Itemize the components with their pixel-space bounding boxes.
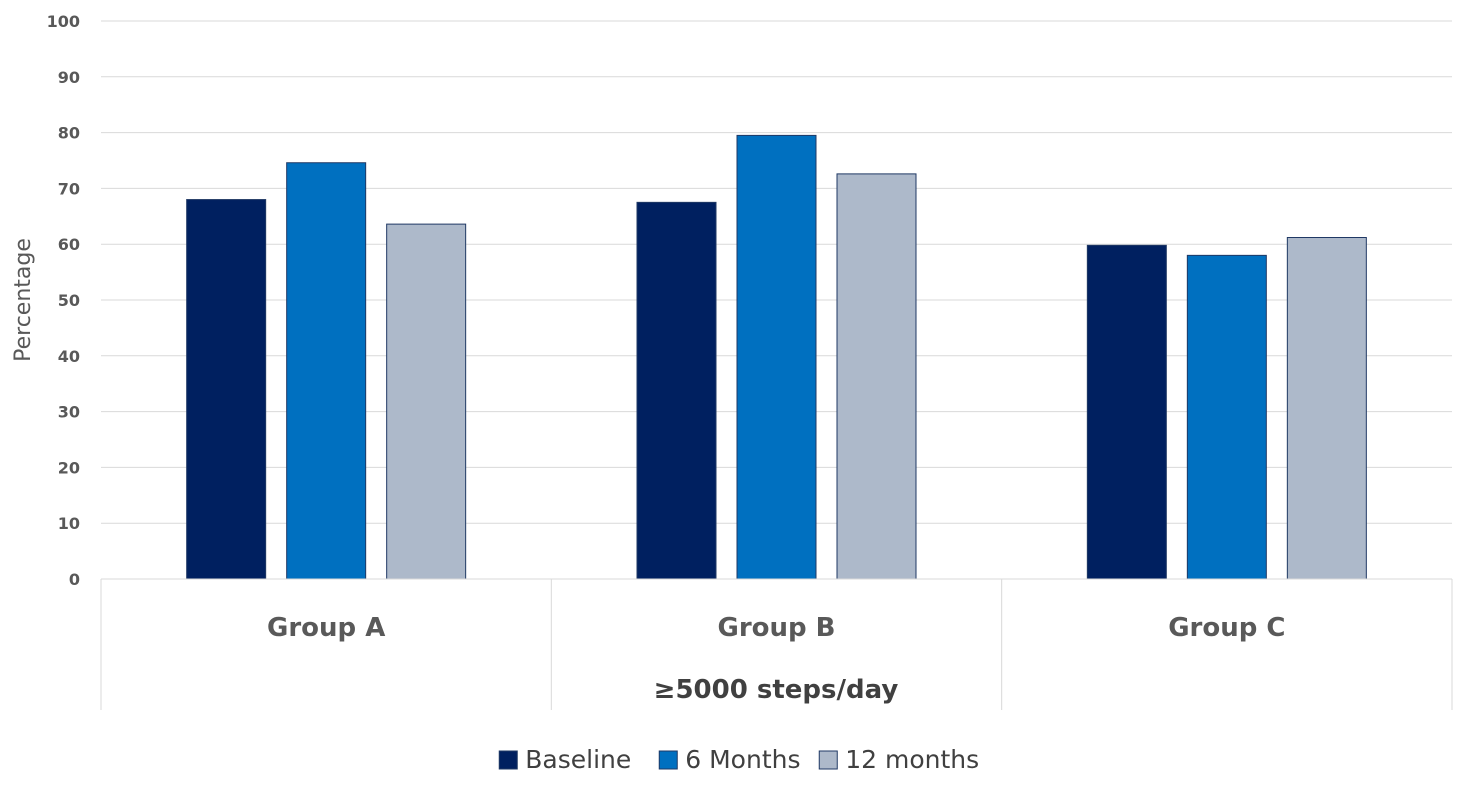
legend-label: Baseline [525,745,631,774]
y-tick-label: 100 [47,12,80,31]
x-group-label: ≥5000 steps/day [654,675,899,705]
bar-baseline-group-a [186,199,267,580]
y-tick-label: 0 [69,570,80,589]
legend-swatch [658,750,678,770]
bar-baseline-group-c [1086,244,1167,580]
legend-label: 6 Months [685,745,800,774]
legend-label: 12 months [845,745,979,774]
y-axis-title: Percentage [11,238,36,362]
y-tick-label: 30 [58,403,80,422]
bar-6-months-group-a [286,162,367,580]
x-category-label: Group A [267,613,385,643]
bars [186,134,1367,580]
y-tick-label: 70 [58,179,80,198]
bar-baseline-group-b [636,201,717,580]
y-tick-label: 50 [58,291,80,310]
legend: Baseline 6 Months 12 months [498,745,979,774]
y-tick-label: 40 [58,347,80,366]
y-tick-label: 80 [58,124,80,143]
x-category-label: Group C [1168,613,1285,643]
bar-12-months-group-a [386,223,467,580]
legend-swatch [818,750,838,770]
bar-12-months-group-b [836,173,917,580]
bar-12-months-group-c [1286,237,1367,580]
bar-6-months-group-b [736,134,817,580]
bar-6-months-group-c [1186,254,1267,580]
x-category-label: Group B [717,613,835,643]
y-tick-label: 90 [58,68,80,87]
axes: 0 10 20 30 40 50 60 70 80 90 100 Group A Group B Grou… [47,12,1453,710]
y-tick-label: 10 [58,514,80,533]
y-tick-label: 20 [58,458,80,477]
y-tick-label: 60 [58,235,80,254]
legend-swatch [498,750,518,770]
